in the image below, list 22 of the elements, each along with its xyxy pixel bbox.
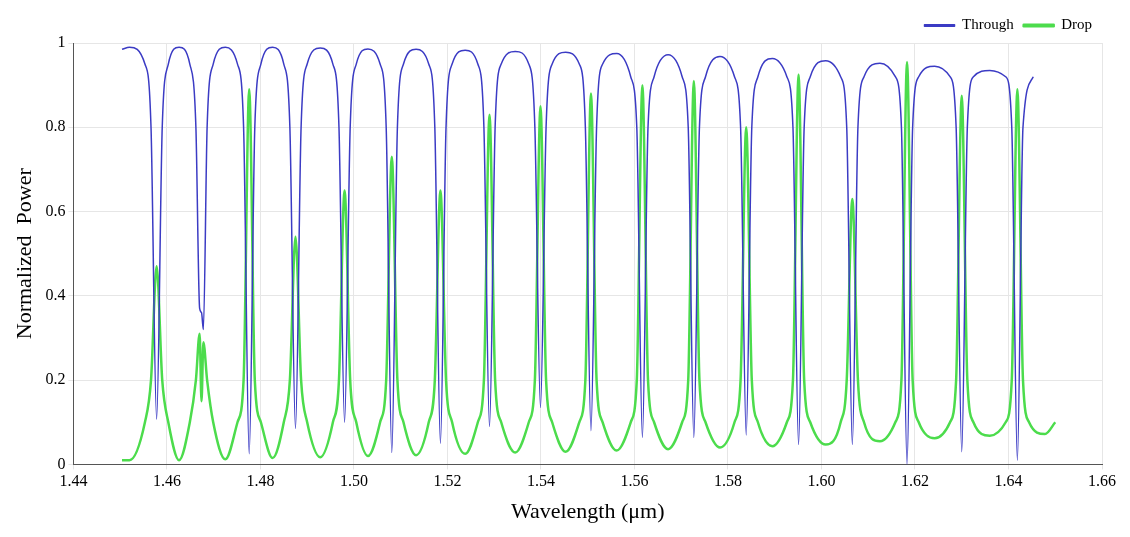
y-tick-label: 0.8 [45, 117, 66, 135]
y-axis-title: Normalized Power [10, 167, 36, 340]
x-tick-label: 1.48 [246, 472, 275, 490]
y-tick-label: 0.2 [45, 370, 66, 388]
x-tick-label: 1.52 [433, 472, 462, 490]
x-tick-label: 1.58 [713, 472, 742, 490]
x-tick-label: 1.54 [526, 472, 555, 490]
x-tick-label: 1.62 [900, 472, 929, 490]
y-tick-label: 0 [57, 454, 66, 472]
y-tick-label: 0.4 [45, 286, 66, 304]
x-tick-label: 1.66 [1088, 472, 1116, 490]
x-tick-label: 1.56 [620, 472, 649, 490]
x-tick-label: 1.44 [59, 472, 88, 490]
x-tick-label: 1.46 [152, 472, 181, 490]
x-tick-label: 1.60 [807, 472, 836, 490]
y-tick-label: 0.6 [45, 201, 66, 219]
legend-label: Drop [1061, 16, 1092, 33]
x-tick-label: 1.50 [339, 472, 368, 490]
legend-label: Through [962, 16, 1015, 33]
y-tick-label: 1 [57, 33, 66, 51]
x-axis-title: Wavelength (μm) [510, 497, 665, 523]
x-tick-label: 1.64 [994, 472, 1023, 490]
